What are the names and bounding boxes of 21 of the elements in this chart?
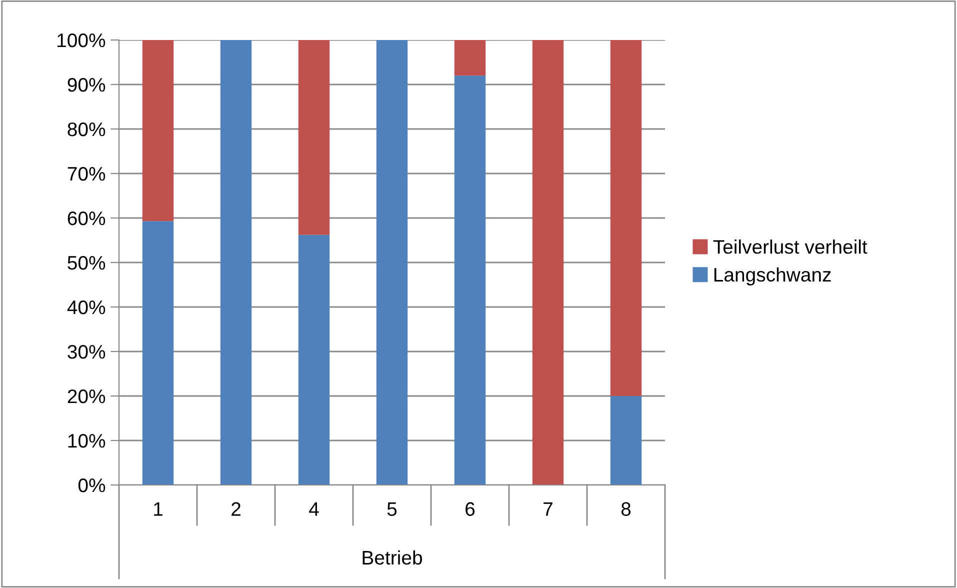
y-tick-label: 50% (68, 256, 106, 270)
y-tick-label: 80% (68, 122, 106, 136)
y-tick-label: 20% (68, 389, 106, 404)
y-tick-label: 0% (78, 478, 106, 492)
x-tick-label: 2 (232, 502, 240, 516)
y-tick-label: 100% (58, 33, 106, 48)
x-tick-label: 7 (544, 502, 552, 516)
legend-label: Teilverlust verheilt (713, 240, 868, 254)
x-axis-title: Betrieb (362, 550, 422, 565)
y-tick-label: 30% (68, 344, 106, 359)
x-tick-label: 4 (309, 502, 319, 516)
legend-label: Langschwanz (714, 267, 831, 286)
x-tick-label: 1 (154, 502, 162, 516)
x-tick-label: 6 (466, 502, 475, 516)
x-tick-label: 5 (387, 502, 397, 516)
y-tick-label: 60% (68, 211, 106, 226)
y-tick-label: 10% (68, 434, 106, 448)
y-tick-label: 40% (67, 300, 106, 314)
y-tick-label: 90% (68, 78, 106, 92)
y-tick-label: 70% (68, 166, 106, 181)
x-tick-label: 8 (621, 502, 631, 516)
